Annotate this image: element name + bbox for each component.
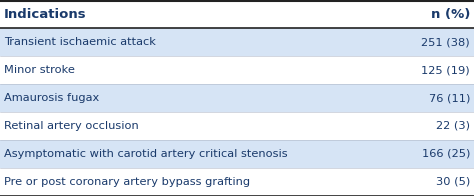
Text: Amaurosis fugax: Amaurosis fugax [4, 93, 99, 103]
Text: Transient ischaemic attack: Transient ischaemic attack [4, 37, 156, 47]
Bar [0, 56, 474, 84]
Text: 22 (3): 22 (3) [436, 121, 470, 131]
Text: 251 (38): 251 (38) [421, 37, 470, 47]
Bar [0, 140, 474, 168]
Text: n (%): n (%) [430, 7, 470, 21]
Text: Pre or post coronary artery bypass grafting: Pre or post coronary artery bypass graft… [4, 177, 250, 187]
Bar [0, 0, 474, 28]
Bar [0, 168, 474, 196]
Text: 166 (25): 166 (25) [422, 149, 470, 159]
Text: 76 (11): 76 (11) [428, 93, 470, 103]
Bar [0, 28, 474, 56]
Text: Retinal artery occlusion: Retinal artery occlusion [4, 121, 139, 131]
Text: Indications: Indications [4, 7, 87, 21]
Bar [0, 112, 474, 140]
Text: 30 (5): 30 (5) [436, 177, 470, 187]
Text: 125 (19): 125 (19) [421, 65, 470, 75]
Text: Minor stroke: Minor stroke [4, 65, 75, 75]
Bar [0, 84, 474, 112]
Text: Asymptomatic with carotid artery critical stenosis: Asymptomatic with carotid artery critica… [4, 149, 288, 159]
